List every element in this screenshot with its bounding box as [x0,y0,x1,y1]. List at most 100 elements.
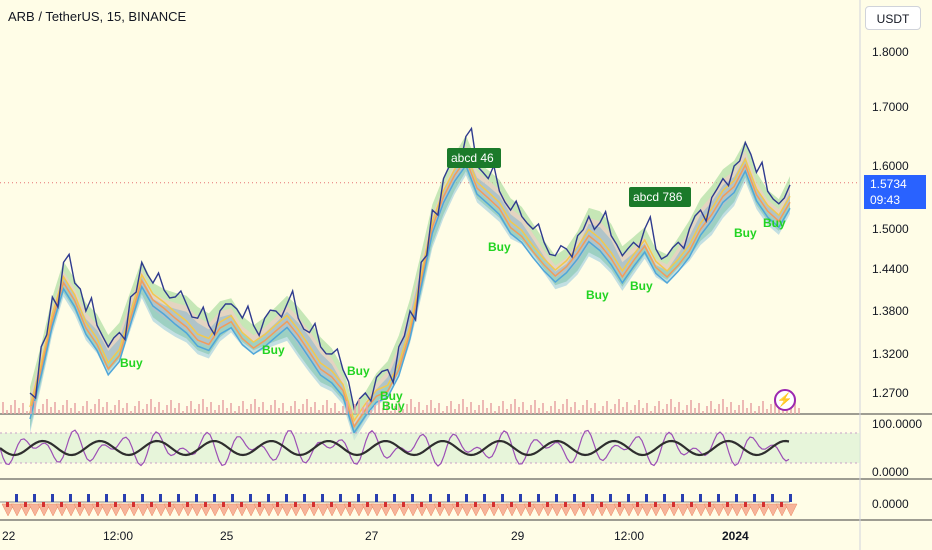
histogram-bar [411,494,414,502]
volume-bar [222,400,224,414]
histogram-bar [591,494,594,502]
volume-bar [742,400,744,414]
volume-bar [14,400,16,414]
histogram-bar [672,502,675,507]
ma-orange [29,157,791,429]
volume-bar [630,410,632,414]
volume-bar [718,404,720,414]
volume-bar [594,403,596,414]
histogram-triangle-down [676,503,690,517]
histogram-bar [501,494,504,502]
volume-bar [686,405,688,414]
histogram-bar [645,494,648,502]
volume-bar [430,400,432,414]
volume-bar [314,402,316,414]
buy-signal: Buy [347,364,370,378]
volume-bar [142,409,144,414]
histogram-bar [285,494,288,502]
volume-bar [82,406,84,414]
volume-bar [190,401,192,414]
volume-bar [514,399,516,414]
volume-bar [238,406,240,414]
volume-bar [34,401,36,414]
histogram-bar [51,494,54,502]
volume-bar [226,408,228,414]
histogram-triangle-down [388,503,402,517]
volume-bar [530,405,532,414]
buy-signal: Buy [763,216,786,230]
histogram-triangle-down [190,503,204,517]
volume-bar [150,399,152,414]
volume-bar [154,407,156,414]
histogram-bar [123,494,126,502]
histogram-triangle-down [604,503,618,517]
volume-bar [350,409,352,414]
volume-bar [234,411,236,414]
x-tick-label: 29 [511,529,525,543]
volume-bar [22,403,24,414]
volume-bar [622,407,624,414]
volume-bar [114,405,116,414]
volume-bar [62,405,64,414]
volume-bar [38,409,40,414]
histogram-bar [564,502,567,507]
histogram-triangle-down [298,503,312,517]
histogram-bar [780,502,783,507]
volume-bar [562,404,564,414]
volume-bar [762,401,764,414]
histogram-bar [438,502,441,507]
buy-signal: Buy [380,389,403,403]
histogram-bar [609,494,612,502]
histogram-triangle-down [478,503,492,517]
lightning-icon[interactable]: ⚡ [774,389,796,411]
histogram-bar [222,502,225,507]
histogram-triangle-down [154,503,168,517]
abcd-label-1: abcd 46 [447,148,501,168]
currency-button[interactable]: USDT [865,6,921,30]
volume-bar [346,401,348,414]
volume-bar [198,404,200,414]
histogram-triangle-down [640,503,654,517]
histogram-bar [366,502,369,507]
volume-bar [470,402,472,414]
histogram-bar [330,502,333,507]
histogram-bar [402,502,405,507]
histogram-bar [15,494,18,502]
histogram-triangle-down [694,503,708,517]
volume-bar [462,399,464,414]
histogram-bar [60,502,63,507]
volume-bar [278,408,280,414]
volume-bar [194,409,196,414]
volume-bar [574,402,576,414]
volume-bar [330,408,332,414]
volume-bar [666,404,668,414]
volume-bar [178,403,180,414]
histogram-bar [762,502,765,507]
volume-bar [618,399,620,414]
y-tick-label: 1.8000 [872,45,909,59]
volume-bar [66,400,68,414]
histogram-bar [456,502,459,507]
volume-bar [326,400,328,414]
volume-bar [254,399,256,414]
volume-bar [98,399,100,414]
y-tick-label: 1.5000 [872,222,909,236]
oscillator-tick-label: 0.0000 [872,465,909,479]
volume-bar [250,404,252,414]
volume-bar [74,403,76,414]
histogram-triangle-down [730,503,744,517]
histogram-triangle-down [496,503,510,517]
volume-bar [366,402,368,414]
volume-bar [354,404,356,414]
histogram-bar [555,494,558,502]
abcd-label-2: abcd 786 [629,187,691,207]
histogram-triangle-down [82,503,96,517]
histogram-bar [528,502,531,507]
volume-bar [418,402,420,414]
volume-bar [426,405,428,414]
histogram-triangle-down [226,503,240,517]
volume-bar [670,399,672,414]
volume-bar [386,403,388,414]
volume-bar [270,405,272,414]
histogram-triangle-down [766,503,780,517]
